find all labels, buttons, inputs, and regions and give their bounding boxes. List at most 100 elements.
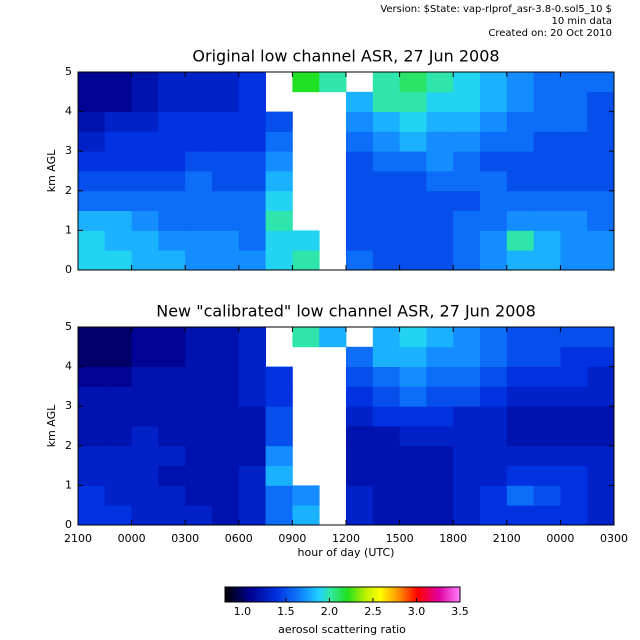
heatmap-cell [265, 171, 293, 192]
heatmap-cell [533, 327, 561, 348]
heatmap-cell [587, 465, 615, 486]
heatmap-cell [506, 131, 534, 152]
heatmap-cell [238, 111, 266, 132]
heatmap-cell [426, 366, 454, 387]
colorbar-tick-label: 2.5 [364, 605, 382, 618]
heatmap-cell [426, 91, 454, 112]
heatmap-cell [131, 131, 159, 152]
heatmap-cell [212, 366, 240, 387]
heatmap-cell [480, 72, 508, 93]
heatmap-cell [453, 505, 481, 526]
heatmap-cell [238, 346, 266, 367]
heatmap-cell [533, 210, 561, 231]
heatmap-cell [533, 151, 561, 172]
heatmap-cell [265, 250, 293, 271]
heatmap-cell [185, 250, 213, 271]
heatmap-cell [238, 406, 266, 427]
heatmap-cell [212, 210, 240, 231]
heatmap-cell [238, 426, 266, 447]
x-tick-label: 1800 [439, 532, 467, 545]
heatmap-cell [453, 72, 481, 93]
heatmap-cell [185, 72, 213, 93]
heatmap-cell [480, 366, 508, 387]
heatmap-cell [238, 445, 266, 466]
heatmap-cell [533, 505, 561, 526]
heatmap-cell [78, 406, 106, 427]
heatmap-cell [372, 230, 400, 251]
heatmap-cell [399, 445, 427, 466]
heatmap-cell [372, 426, 400, 447]
x-tick-label: 0000 [118, 532, 146, 545]
colorbar-tick-label: 3.0 [408, 605, 426, 618]
heatmap-cell [185, 465, 213, 486]
heatmap-cell [587, 505, 615, 526]
heatmap-cell [158, 210, 186, 231]
x-tick-label: 2100 [64, 532, 92, 545]
heatmap-cell [185, 445, 213, 466]
heatmap-cell [506, 366, 534, 387]
heatmap-cell [480, 327, 508, 348]
heatmap-cell [131, 366, 159, 387]
heatmap-cell [346, 230, 374, 251]
heatmap-cell [480, 485, 508, 506]
heatmap-cell [587, 111, 615, 132]
y-tick-label: 4 [65, 105, 72, 118]
heatmap-cell [131, 426, 159, 447]
heatmap-cell [453, 230, 481, 251]
y-tick-label: 3 [65, 144, 72, 157]
heatmap-cell [104, 346, 132, 367]
heatmap-cell [533, 131, 561, 152]
heatmap-cell [265, 406, 293, 427]
heatmap-cell [78, 505, 106, 526]
heatmap-cell [238, 151, 266, 172]
heatmap-cell [185, 386, 213, 407]
heatmap-cell [292, 327, 320, 348]
heatmap-cell [78, 250, 106, 271]
heatmap-cell [587, 445, 615, 466]
heatmap-cell [131, 210, 159, 231]
heatmap-cell [399, 131, 427, 152]
y-tick-label: 0 [65, 263, 72, 276]
heatmap-cell [185, 505, 213, 526]
heatmap-cell [346, 250, 374, 271]
x-tick-label: 1500 [386, 532, 414, 545]
y-tick-label: 1 [65, 223, 72, 236]
heatmap-cell [212, 131, 240, 152]
heatmap-cell [212, 465, 240, 486]
heatmap-cell [453, 131, 481, 152]
heatmap-cell [480, 250, 508, 271]
heatmap-cell [104, 190, 132, 211]
heatmap-cell [346, 111, 374, 132]
heatmap-cell [131, 465, 159, 486]
heatmap-cell [238, 131, 266, 152]
heatmap-cell [480, 445, 508, 466]
heatmap-cell [238, 505, 266, 526]
heatmap-cell [426, 505, 454, 526]
heatmap-cell [346, 131, 374, 152]
heatmap-cell [131, 190, 159, 211]
heatmap-cell [480, 210, 508, 231]
heatmap-cell [372, 91, 400, 112]
x-axis-label: hour of day (UTC) [298, 546, 395, 559]
heatmap-cell [399, 72, 427, 93]
heatmap-cell [78, 366, 106, 387]
heatmap-cell [426, 131, 454, 152]
heatmap-cell [104, 505, 132, 526]
heatmap-cell [212, 111, 240, 132]
heatmap-cell [104, 445, 132, 466]
heatmap-cell [506, 465, 534, 486]
heatmap-cell [158, 230, 186, 251]
heatmap-cell [185, 111, 213, 132]
y-tick-label: 3 [65, 399, 72, 412]
heatmap-cell [265, 386, 293, 407]
heatmap-cell [319, 327, 347, 348]
heatmap-cell [533, 250, 561, 271]
heatmap-cell [265, 131, 293, 152]
heatmap-cell [587, 151, 615, 172]
heatmap-cell [238, 210, 266, 231]
heatmap-cell [587, 72, 615, 93]
heatmap-cell [265, 210, 293, 231]
heatmap-cell [560, 426, 588, 447]
heatmap-cell [265, 366, 293, 387]
